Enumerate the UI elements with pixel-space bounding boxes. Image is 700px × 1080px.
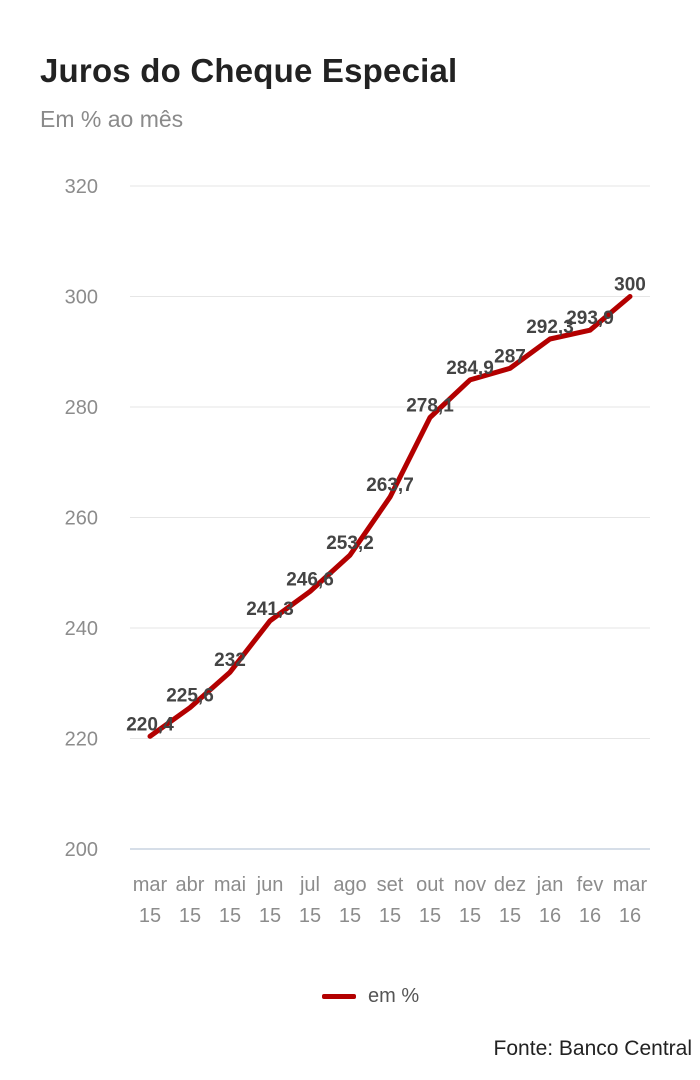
- source-note: Fonte: Banco Central: [493, 1037, 692, 1060]
- x-tick-label: 16: [539, 905, 561, 927]
- x-tick-label: abr: [176, 874, 205, 896]
- x-axis-ticks: mar 15 abr 15 mai 15 jun 15 jul 15 ago 15 set 15 out 15…: [133, 874, 648, 927]
- x-tick-label: 15: [139, 905, 161, 927]
- x-tick-label: 16: [619, 905, 641, 927]
- x-tick-label: 15: [259, 905, 281, 927]
- data-label: 263,7: [366, 475, 414, 496]
- y-tick-label: 240: [65, 618, 98, 640]
- gridlines: [130, 185, 650, 850]
- y-tick-label: 280: [65, 397, 98, 419]
- chart-subtitle: Em % ao mês: [40, 106, 184, 132]
- x-tick-label: fev: [577, 874, 604, 896]
- x-tick-label: 15: [179, 905, 201, 927]
- y-tick-label: 200: [65, 839, 98, 861]
- data-label: 300: [614, 275, 646, 296]
- x-tick-label: mar: [133, 874, 168, 896]
- y-tick-label: 220: [65, 729, 98, 751]
- x-tick-label: mar: [613, 874, 648, 896]
- series-em-pct: [147, 294, 633, 739]
- x-tick-label: 15: [339, 905, 361, 927]
- data-label: 287: [494, 346, 526, 367]
- x-tick-label: 15: [459, 905, 481, 927]
- data-label: 278,1: [406, 395, 454, 416]
- x-tick-label: mai: [214, 874, 246, 896]
- data-label: 220,4: [126, 714, 174, 735]
- legend-label-em-pct: em %: [368, 985, 420, 1007]
- legend: em %: [322, 985, 419, 1008]
- y-axis-ticks: 200 220 240 260 280 300 320: [65, 176, 98, 861]
- x-tick-label: 15: [379, 905, 401, 927]
- data-label: 293,9: [566, 308, 614, 329]
- data-label: 246,6: [286, 570, 334, 591]
- x-tick-label: 15: [299, 905, 321, 927]
- x-tick-label: 15: [499, 905, 521, 927]
- y-tick-label: 300: [65, 287, 98, 309]
- data-label: 241,3: [246, 599, 294, 620]
- x-tick-label: set: [377, 874, 404, 896]
- x-tick-label: 16: [579, 905, 601, 927]
- data-label: 225,6: [166, 686, 214, 707]
- x-tick-label: jul: [299, 874, 320, 896]
- y-tick-label: 260: [65, 508, 98, 530]
- x-tick-label: jun: [256, 874, 284, 896]
- y-tick-label: 320: [65, 176, 98, 198]
- x-tick-label: nov: [454, 874, 486, 896]
- data-label: 284,9: [446, 358, 494, 379]
- data-label: 232: [214, 650, 246, 671]
- x-tick-label: ago: [333, 874, 366, 896]
- chart-title: Juros do Cheque Especial: [40, 52, 458, 89]
- x-tick-label: 15: [219, 905, 241, 927]
- data-label: 253,2: [326, 533, 374, 554]
- legend-swatch: [322, 994, 356, 999]
- series-line: [147, 294, 633, 739]
- x-tick-label: jan: [536, 874, 564, 896]
- x-tick-label: 15: [419, 905, 441, 927]
- line-chart: 200 220 240 260 280 300 320 mar 15 abr 15 mai 15 jun…: [65, 176, 650, 927]
- x-tick-label: dez: [494, 874, 526, 896]
- x-tick-label: out: [416, 874, 444, 896]
- data-label: 292,3: [526, 317, 574, 338]
